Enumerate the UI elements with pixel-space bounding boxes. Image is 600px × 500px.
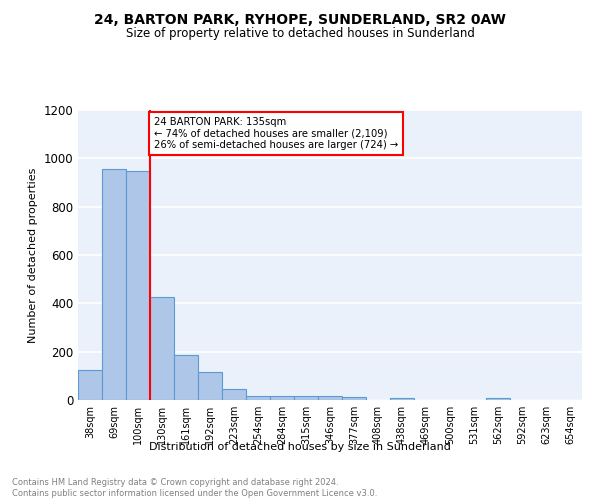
Bar <box>78 370 102 400</box>
Bar <box>246 396 270 400</box>
Bar <box>390 398 414 400</box>
Y-axis label: Number of detached properties: Number of detached properties <box>28 168 38 342</box>
Text: Size of property relative to detached houses in Sunderland: Size of property relative to detached ho… <box>125 28 475 40</box>
Text: 24 BARTON PARK: 135sqm
← 74% of detached houses are smaller (2,109)
26% of semi-: 24 BARTON PARK: 135sqm ← 74% of detached… <box>154 117 398 150</box>
Bar <box>174 356 198 400</box>
Bar <box>222 389 246 400</box>
Text: 24, BARTON PARK, RYHOPE, SUNDERLAND, SR2 0AW: 24, BARTON PARK, RYHOPE, SUNDERLAND, SR2… <box>94 12 506 26</box>
Bar <box>342 397 366 400</box>
Bar <box>486 398 510 400</box>
Bar <box>150 298 174 400</box>
Text: Contains HM Land Registry data © Crown copyright and database right 2024.
Contai: Contains HM Land Registry data © Crown c… <box>12 478 377 498</box>
Bar <box>102 169 126 400</box>
Text: Distribution of detached houses by size in Sunderland: Distribution of detached houses by size … <box>149 442 451 452</box>
Bar <box>270 396 294 400</box>
Bar <box>126 171 150 400</box>
Bar <box>294 396 318 400</box>
Bar <box>318 396 342 400</box>
Bar <box>198 372 222 400</box>
